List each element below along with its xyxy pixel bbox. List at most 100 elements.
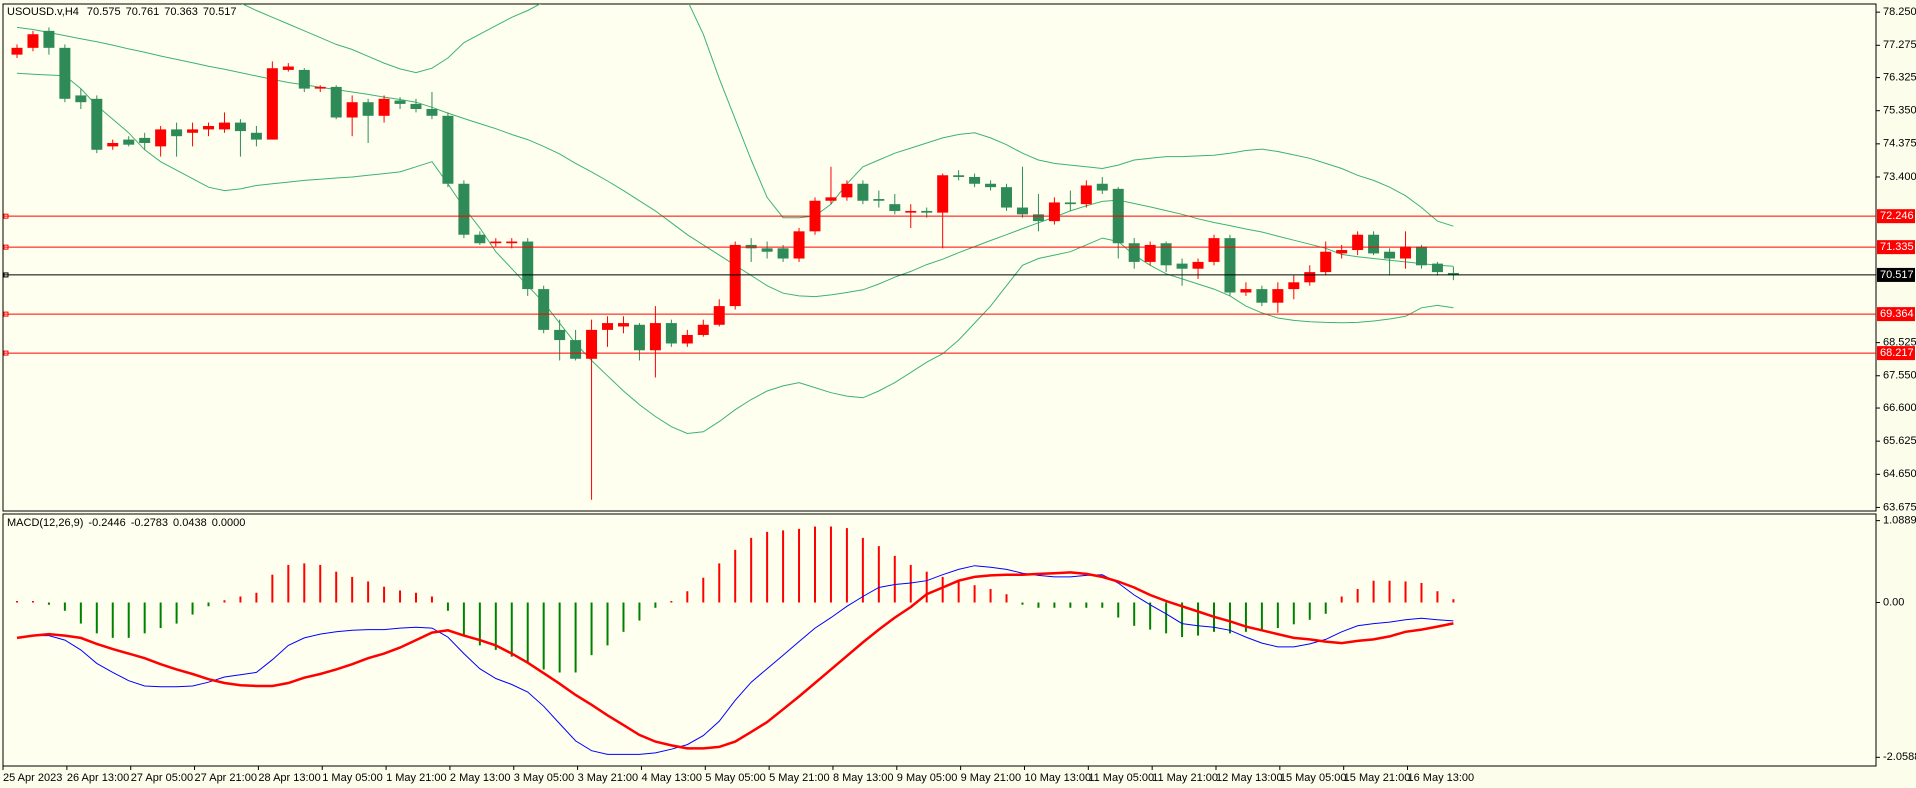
y-tick-label: 63.675: [1883, 501, 1916, 513]
candle-body: [123, 139, 135, 145]
candle-body: [1096, 183, 1108, 191]
candle-body: [314, 86, 326, 89]
candle-body: [474, 234, 486, 244]
candle-body: [442, 115, 454, 184]
x-tick-label: 11 May 21:00: [1152, 772, 1218, 784]
candle-body: [1064, 202, 1076, 205]
candle-body: [298, 69, 310, 89]
x-tick-label: 16 May 13:00: [1408, 772, 1475, 784]
candle-body: [1192, 261, 1204, 269]
x-tick-label: 9 May 21:00: [961, 772, 1022, 784]
price-header: USOUSD.v,H4 70.575 70.761 70.363 70.517: [7, 6, 237, 18]
x-tick-label: 26 Apr 13:00: [67, 772, 129, 784]
x-tick-label: 3 May 21:00: [578, 772, 639, 784]
candle-body: [234, 122, 246, 132]
y-tick-label: 75.350: [1883, 105, 1916, 117]
candle-body: [378, 98, 390, 116]
candle-body: [155, 129, 167, 147]
x-tick-label: 5 May 21:00: [769, 772, 830, 784]
candle-body: [745, 244, 757, 249]
level-line-marker: [3, 244, 9, 250]
macd-header: MACD(12,26,9) -0.2446 -0.2783 0.0438 0.0000: [7, 517, 245, 529]
candle-body: [921, 210, 933, 213]
candle-body: [889, 204, 901, 211]
macd-panel: [2, 513, 1877, 767]
y-tick-label: 78.250: [1883, 6, 1916, 18]
candle-body: [681, 334, 693, 344]
y-tick-label: 64.650: [1883, 468, 1916, 480]
candle-body: [107, 142, 119, 147]
x-tick-label: 28 Apr 13:00: [258, 772, 320, 784]
price-line-marker: [3, 272, 9, 278]
y-tick-label: 74.375: [1883, 138, 1916, 150]
y-tick-label: 1.0889: [1883, 515, 1916, 527]
candle-body: [1400, 246, 1412, 259]
bollinger-band: [16, 72, 1454, 435]
candle-body: [1001, 187, 1013, 208]
candle-body: [1384, 251, 1396, 259]
candle-body: [1272, 289, 1284, 303]
y-tick-label: 0.00: [1883, 596, 1904, 608]
candle-body: [570, 340, 582, 359]
candle-body: [187, 129, 199, 133]
candle-body: [1160, 243, 1172, 266]
candle-body: [1128, 243, 1140, 262]
candle-body: [1048, 202, 1060, 222]
x-tick-label: 10 May 13:00: [1024, 772, 1091, 784]
candle-body: [1447, 272, 1459, 275]
candle-body: [1256, 289, 1268, 303]
candle-body: [857, 183, 869, 201]
x-tick-label: 1 May 21:00: [386, 772, 447, 784]
candle-body: [1368, 234, 1380, 254]
price-line-label-box: [1877, 267, 1915, 282]
x-tick-label: 12 May 13:00: [1216, 772, 1283, 784]
level-line-label: 69.364: [1880, 308, 1914, 320]
header-close: 70.517: [203, 6, 237, 18]
candle-body: [953, 175, 965, 177]
candle-body: [490, 241, 502, 244]
macd-title: MACD(12,26,9): [7, 517, 83, 529]
candle-body: [426, 109, 438, 116]
candle-body: [969, 176, 981, 184]
candle-body: [1352, 234, 1364, 251]
candle-body: [841, 183, 853, 198]
candle-body: [905, 210, 917, 213]
y-tick-label: 66.600: [1883, 402, 1916, 414]
candle-body: [602, 323, 614, 330]
candle-body: [266, 68, 278, 140]
macd-signal-value: -0.2783: [131, 517, 168, 529]
level-line-marker: [3, 213, 9, 219]
candle-body: [362, 102, 374, 116]
candle-body: [617, 323, 629, 327]
candle-body: [1336, 250, 1348, 254]
candle-body: [1288, 282, 1300, 290]
x-tick-label: 15 May 05:00: [1280, 772, 1347, 784]
candle-body: [330, 86, 342, 118]
candle-body: [506, 241, 518, 244]
candle-body: [554, 329, 566, 341]
signal-line: [16, 571, 1454, 750]
y-tick-label: 73.400: [1883, 171, 1916, 183]
candle-body: [522, 241, 534, 290]
candle-body: [75, 95, 87, 103]
candle-body: [171, 129, 183, 137]
candle-body: [1431, 263, 1443, 273]
macd-hist-value: 0.0438: [173, 517, 207, 529]
candle-body: [1415, 246, 1427, 266]
y-tick-label: -2.0588: [1883, 751, 1916, 763]
x-tick-label: 27 Apr 21:00: [195, 772, 257, 784]
x-tick-label: 11 May 05:00: [1088, 772, 1154, 784]
x-tick-label: 25 Apr 2023: [3, 772, 62, 784]
y-tick-label: 65.625: [1883, 435, 1916, 447]
candle-body: [91, 98, 103, 150]
macd-extra-value: 0.0000: [212, 517, 246, 529]
candle-body: [1240, 289, 1252, 293]
candle-body: [27, 34, 39, 48]
header-low: 70.363: [164, 6, 198, 18]
candle-body: [697, 324, 709, 335]
level-line-marker: [3, 311, 9, 317]
header-high: 70.761: [126, 6, 160, 18]
candle-body: [793, 231, 805, 259]
level-line-label-box: [1877, 307, 1915, 322]
bollinger-band: [241, 4, 1454, 227]
